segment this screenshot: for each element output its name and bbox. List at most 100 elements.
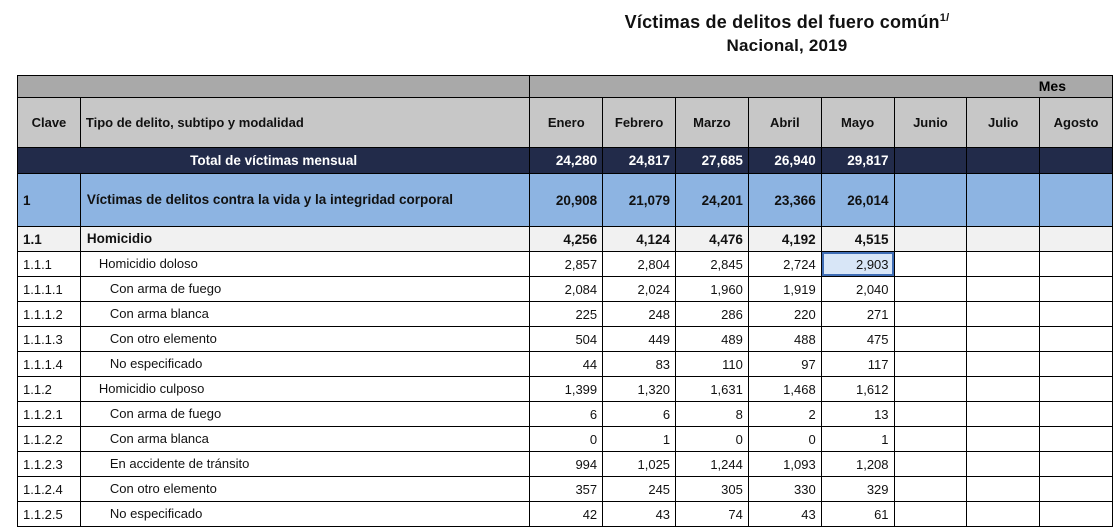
empty-cell[interactable] [1039, 401, 1113, 427]
empty-cell[interactable] [1039, 426, 1113, 452]
value-cell[interactable]: 0 [747, 426, 822, 452]
empty-cell[interactable] [966, 173, 1041, 227]
empty-cell[interactable] [966, 351, 1041, 377]
empty-cell[interactable] [1039, 173, 1113, 227]
empty-cell[interactable] [966, 301, 1041, 327]
value-cell[interactable]: 26,014 [820, 173, 895, 227]
value-cell[interactable]: 4,256 [529, 226, 604, 252]
value-cell[interactable]: 449 [602, 326, 677, 352]
value-cell[interactable]: 2,857 [529, 251, 604, 277]
value-cell[interactable]: 20,908 [529, 173, 604, 227]
empty-cell[interactable] [1039, 501, 1113, 527]
value-cell[interactable]: 1,612 [820, 376, 895, 402]
empty-cell[interactable] [966, 376, 1041, 402]
empty-cell[interactable] [893, 501, 968, 527]
value-cell[interactable]: 8 [675, 401, 749, 427]
delito-label-cell[interactable]: Con arma de fuego [79, 401, 531, 427]
value-cell[interactable]: 475 [820, 326, 895, 352]
value-cell[interactable]: 61 [820, 501, 895, 527]
value-cell[interactable]: 2,845 [675, 251, 749, 277]
value-cell[interactable]: 2,024 [602, 276, 677, 302]
total-label-cell[interactable]: Total de víctimas mensual [16, 147, 531, 174]
empty-cell[interactable] [1039, 147, 1113, 174]
clave-cell[interactable]: 1.1.2.5 [17, 501, 81, 527]
value-cell[interactable]: 23,366 [747, 173, 822, 227]
empty-cell[interactable] [893, 276, 968, 302]
value-cell[interactable]: 994 [529, 451, 604, 477]
value-cell[interactable]: 2 [747, 401, 822, 427]
delito-label-cell[interactable]: Homicidio doloso [79, 251, 531, 277]
value-cell[interactable]: 489 [675, 326, 749, 352]
empty-cell[interactable] [966, 226, 1041, 252]
clave-cell[interactable]: 1.1.1.2 [17, 301, 81, 327]
empty-cell[interactable] [966, 426, 1041, 452]
value-cell[interactable]: 1,093 [747, 451, 822, 477]
value-cell[interactable]: 220 [747, 301, 822, 327]
clave-cell[interactable]: 1.1.1.3 [17, 326, 81, 352]
value-cell[interactable]: 245 [602, 476, 677, 502]
clave-cell[interactable]: 1.1.1.4 [17, 351, 81, 377]
value-cell[interactable]: 286 [675, 301, 749, 327]
delito-label-cell[interactable]: Homicidio [79, 226, 531, 252]
delito-label-cell[interactable]: Víctimas de delitos contra la vida y la … [79, 173, 531, 227]
value-cell[interactable]: 488 [747, 326, 822, 352]
empty-cell[interactable] [1039, 476, 1113, 502]
empty-cell[interactable] [893, 147, 968, 174]
value-cell[interactable]: 1,320 [602, 376, 677, 402]
clave-cell[interactable]: 1 [17, 173, 81, 227]
value-cell[interactable]: 248 [602, 301, 677, 327]
delito-label-cell[interactable]: No especificado [79, 351, 531, 377]
empty-cell[interactable] [966, 501, 1041, 527]
value-cell[interactable]: 21,079 [602, 173, 677, 227]
empty-cell[interactable] [966, 476, 1041, 502]
value-cell[interactable]: 74 [675, 501, 749, 527]
empty-cell[interactable] [893, 351, 968, 377]
delito-label-cell[interactable]: En accidente de tránsito [79, 451, 531, 477]
total-value-cell[interactable]: 27,685 [675, 147, 749, 174]
value-cell[interactable]: 2,724 [747, 251, 822, 277]
value-cell[interactable]: 1,919 [747, 276, 822, 302]
delito-label-cell[interactable]: Con otro elemento [79, 326, 531, 352]
empty-cell[interactable] [893, 226, 968, 252]
empty-cell[interactable] [966, 147, 1041, 174]
value-cell[interactable]: 1,468 [747, 376, 822, 402]
delito-label-cell[interactable]: Homicidio culposo [79, 376, 531, 402]
empty-cell[interactable] [893, 376, 968, 402]
value-cell[interactable]: 4,192 [747, 226, 822, 252]
value-cell[interactable]: 6 [529, 401, 604, 427]
clave-cell[interactable]: 1.1.2.1 [17, 401, 81, 427]
empty-cell[interactable] [893, 451, 968, 477]
value-cell[interactable]: 0 [529, 426, 604, 452]
empty-cell[interactable] [966, 276, 1041, 302]
empty-cell[interactable] [1039, 301, 1113, 327]
value-cell[interactable]: 43 [747, 501, 822, 527]
value-cell[interactable]: 44 [529, 351, 604, 377]
value-cell[interactable]: 4,476 [675, 226, 749, 252]
value-cell[interactable]: 0 [675, 426, 749, 452]
value-cell[interactable]: 1,631 [675, 376, 749, 402]
delito-label-cell[interactable]: Con arma blanca [79, 301, 531, 327]
value-cell[interactable]: 1 [602, 426, 677, 452]
value-cell[interactable]: 2,040 [820, 276, 895, 302]
empty-cell[interactable] [1039, 251, 1113, 277]
empty-cell[interactable] [893, 301, 968, 327]
value-cell[interactable]: 4,515 [820, 226, 895, 252]
value-cell[interactable]: 329 [820, 476, 895, 502]
value-cell[interactable]: 42 [529, 501, 604, 527]
value-cell[interactable]: 2,084 [529, 276, 604, 302]
value-cell[interactable]: 225 [529, 301, 604, 327]
clave-cell[interactable]: 1.1.1.1 [17, 276, 81, 302]
selected-cell[interactable]: 2,903 [820, 251, 895, 277]
empty-cell[interactable] [1039, 376, 1113, 402]
value-cell[interactable]: 13 [820, 401, 895, 427]
delito-label-cell[interactable]: Con arma blanca [79, 426, 531, 452]
value-cell[interactable]: 357 [529, 476, 604, 502]
value-cell[interactable]: 117 [820, 351, 895, 377]
value-cell[interactable]: 24,201 [675, 173, 749, 227]
value-cell[interactable]: 330 [747, 476, 822, 502]
value-cell[interactable]: 1 [820, 426, 895, 452]
value-cell[interactable]: 1,244 [675, 451, 749, 477]
total-value-cell[interactable]: 26,940 [747, 147, 822, 174]
clave-cell[interactable]: 1.1.2 [17, 376, 81, 402]
value-cell[interactable]: 4,124 [602, 226, 677, 252]
